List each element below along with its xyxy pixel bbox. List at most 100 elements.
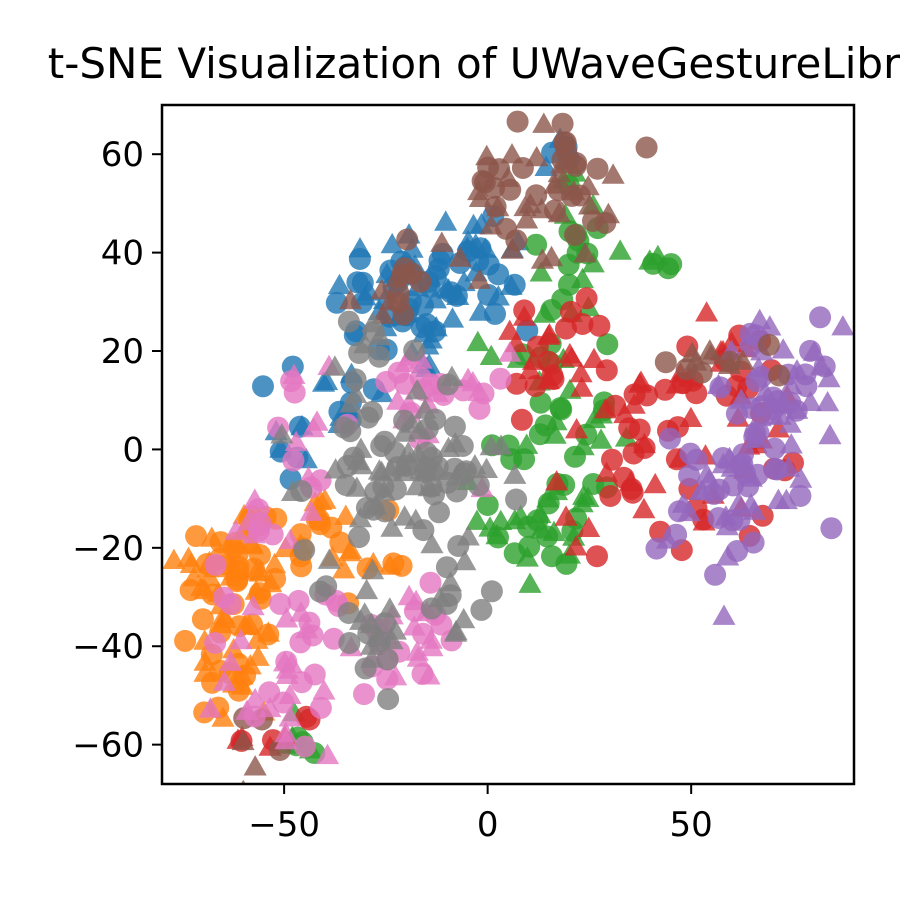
data-point-triangle (440, 365, 464, 386)
data-point-triangle (485, 524, 509, 545)
data-point-circle (582, 209, 604, 232)
data-point-circle (703, 482, 725, 505)
data-point-triangle (430, 231, 454, 252)
data-point-triangle (831, 315, 854, 336)
data-point-triangle (284, 430, 308, 451)
data-point-triangle (521, 349, 545, 370)
data-point-triangle (479, 344, 503, 365)
data-point-circle (468, 397, 491, 420)
data-point-circle (470, 598, 493, 621)
data-point-triangle (240, 533, 264, 555)
data-point-circle (290, 480, 313, 503)
data-point-triangle (498, 341, 522, 362)
data-point-circle (204, 553, 227, 576)
data-point-circle (403, 339, 426, 362)
data-point-triangle (405, 474, 429, 496)
data-point-triangle (595, 461, 619, 482)
data-point-triangle (532, 112, 556, 133)
data-point-triangle (582, 347, 606, 368)
data-point-triangle (229, 628, 253, 650)
data-point-circle (293, 539, 316, 561)
data-point-triangle (778, 412, 802, 433)
data-point-circle (789, 485, 812, 507)
data-point-circle (391, 264, 413, 286)
data-point-triangle (771, 338, 795, 359)
y-tick-label: 60 (101, 135, 144, 175)
data-point-circle (337, 310, 360, 333)
data-point-circle (555, 317, 577, 340)
data-point-triangle (355, 578, 379, 600)
data-point-triangle (360, 647, 384, 668)
data-point-circle (257, 623, 280, 646)
data-point-triangle (404, 508, 428, 529)
data-point-circle (428, 501, 450, 524)
data-point-circle (518, 535, 541, 558)
data-point-triangle (323, 355, 347, 376)
data-point-circle (226, 570, 248, 593)
data-point-circle (513, 448, 536, 471)
data-point-triangle (500, 238, 524, 259)
data-point-circle (554, 131, 577, 154)
data-point-triangle (360, 634, 384, 655)
data-point-triangle (246, 645, 270, 666)
data-point-triangle (224, 519, 248, 540)
data-point-triangle (503, 463, 527, 484)
data-point-triangle (248, 561, 272, 582)
data-point-circle (709, 376, 732, 399)
data-point-circle (477, 283, 500, 306)
data-point-triangle (718, 446, 742, 468)
x-tick-label: 0 (477, 805, 499, 845)
data-point-circle (473, 171, 496, 194)
data-point-triangle (380, 516, 404, 537)
data-point-triangle (543, 423, 567, 444)
data-point-triangle (378, 289, 402, 311)
data-point-triangle (193, 661, 217, 682)
data-point-triangle (378, 554, 402, 575)
data-point-circle (377, 688, 400, 711)
data-point-triangle (405, 379, 429, 400)
data-point-triangle (462, 213, 486, 235)
data-point-circle (219, 593, 242, 615)
data-point-triangle (408, 419, 432, 440)
data-point-triangle (278, 706, 302, 727)
y-tick-label: −40 (72, 627, 144, 667)
data-point-circle (564, 445, 586, 468)
data-point-triangle (243, 755, 267, 776)
data-point-triangle (628, 372, 652, 393)
data-point-triangle (564, 535, 588, 556)
data-point-triangle (753, 380, 777, 401)
data-point-circle (526, 335, 549, 358)
data-point-circle (204, 632, 227, 654)
data-point-circle (370, 435, 393, 458)
data-point-circle (722, 474, 744, 497)
data-point-circle (280, 370, 303, 393)
data-point-triangle (420, 533, 444, 554)
data-point-triangle (529, 261, 553, 282)
data-point-circle (248, 519, 270, 542)
data-point-triangle (789, 467, 813, 488)
data-point-triangle (327, 273, 351, 295)
data-point-triangle (361, 558, 385, 580)
data-point-circle (435, 556, 458, 579)
data-point-circle (287, 589, 310, 612)
data-point-triangle (448, 246, 472, 267)
data-point-triangle (420, 635, 444, 657)
data-point-triangle (348, 237, 372, 258)
data-point-triangle (643, 472, 667, 494)
data-point-triangle (513, 195, 537, 217)
data-point-triangle (542, 520, 566, 541)
data-point-circle (551, 112, 574, 135)
data-point-triangle (332, 558, 356, 579)
y-tick-label: 0 (122, 430, 144, 470)
data-point-circle (412, 622, 435, 645)
data-point-circle (495, 217, 518, 240)
chart-title: t-SNE Visualization of UWaveGestureLibra… (48, 39, 900, 88)
data-point-triangle (315, 369, 339, 391)
data-point-circle (420, 446, 443, 469)
data-point-triangle (530, 197, 554, 219)
data-point-triangle (198, 697, 222, 718)
data-point-circle (679, 442, 702, 465)
data-point-circle (489, 367, 512, 390)
data-point-circle (654, 351, 677, 374)
data-point-triangle (406, 646, 430, 667)
